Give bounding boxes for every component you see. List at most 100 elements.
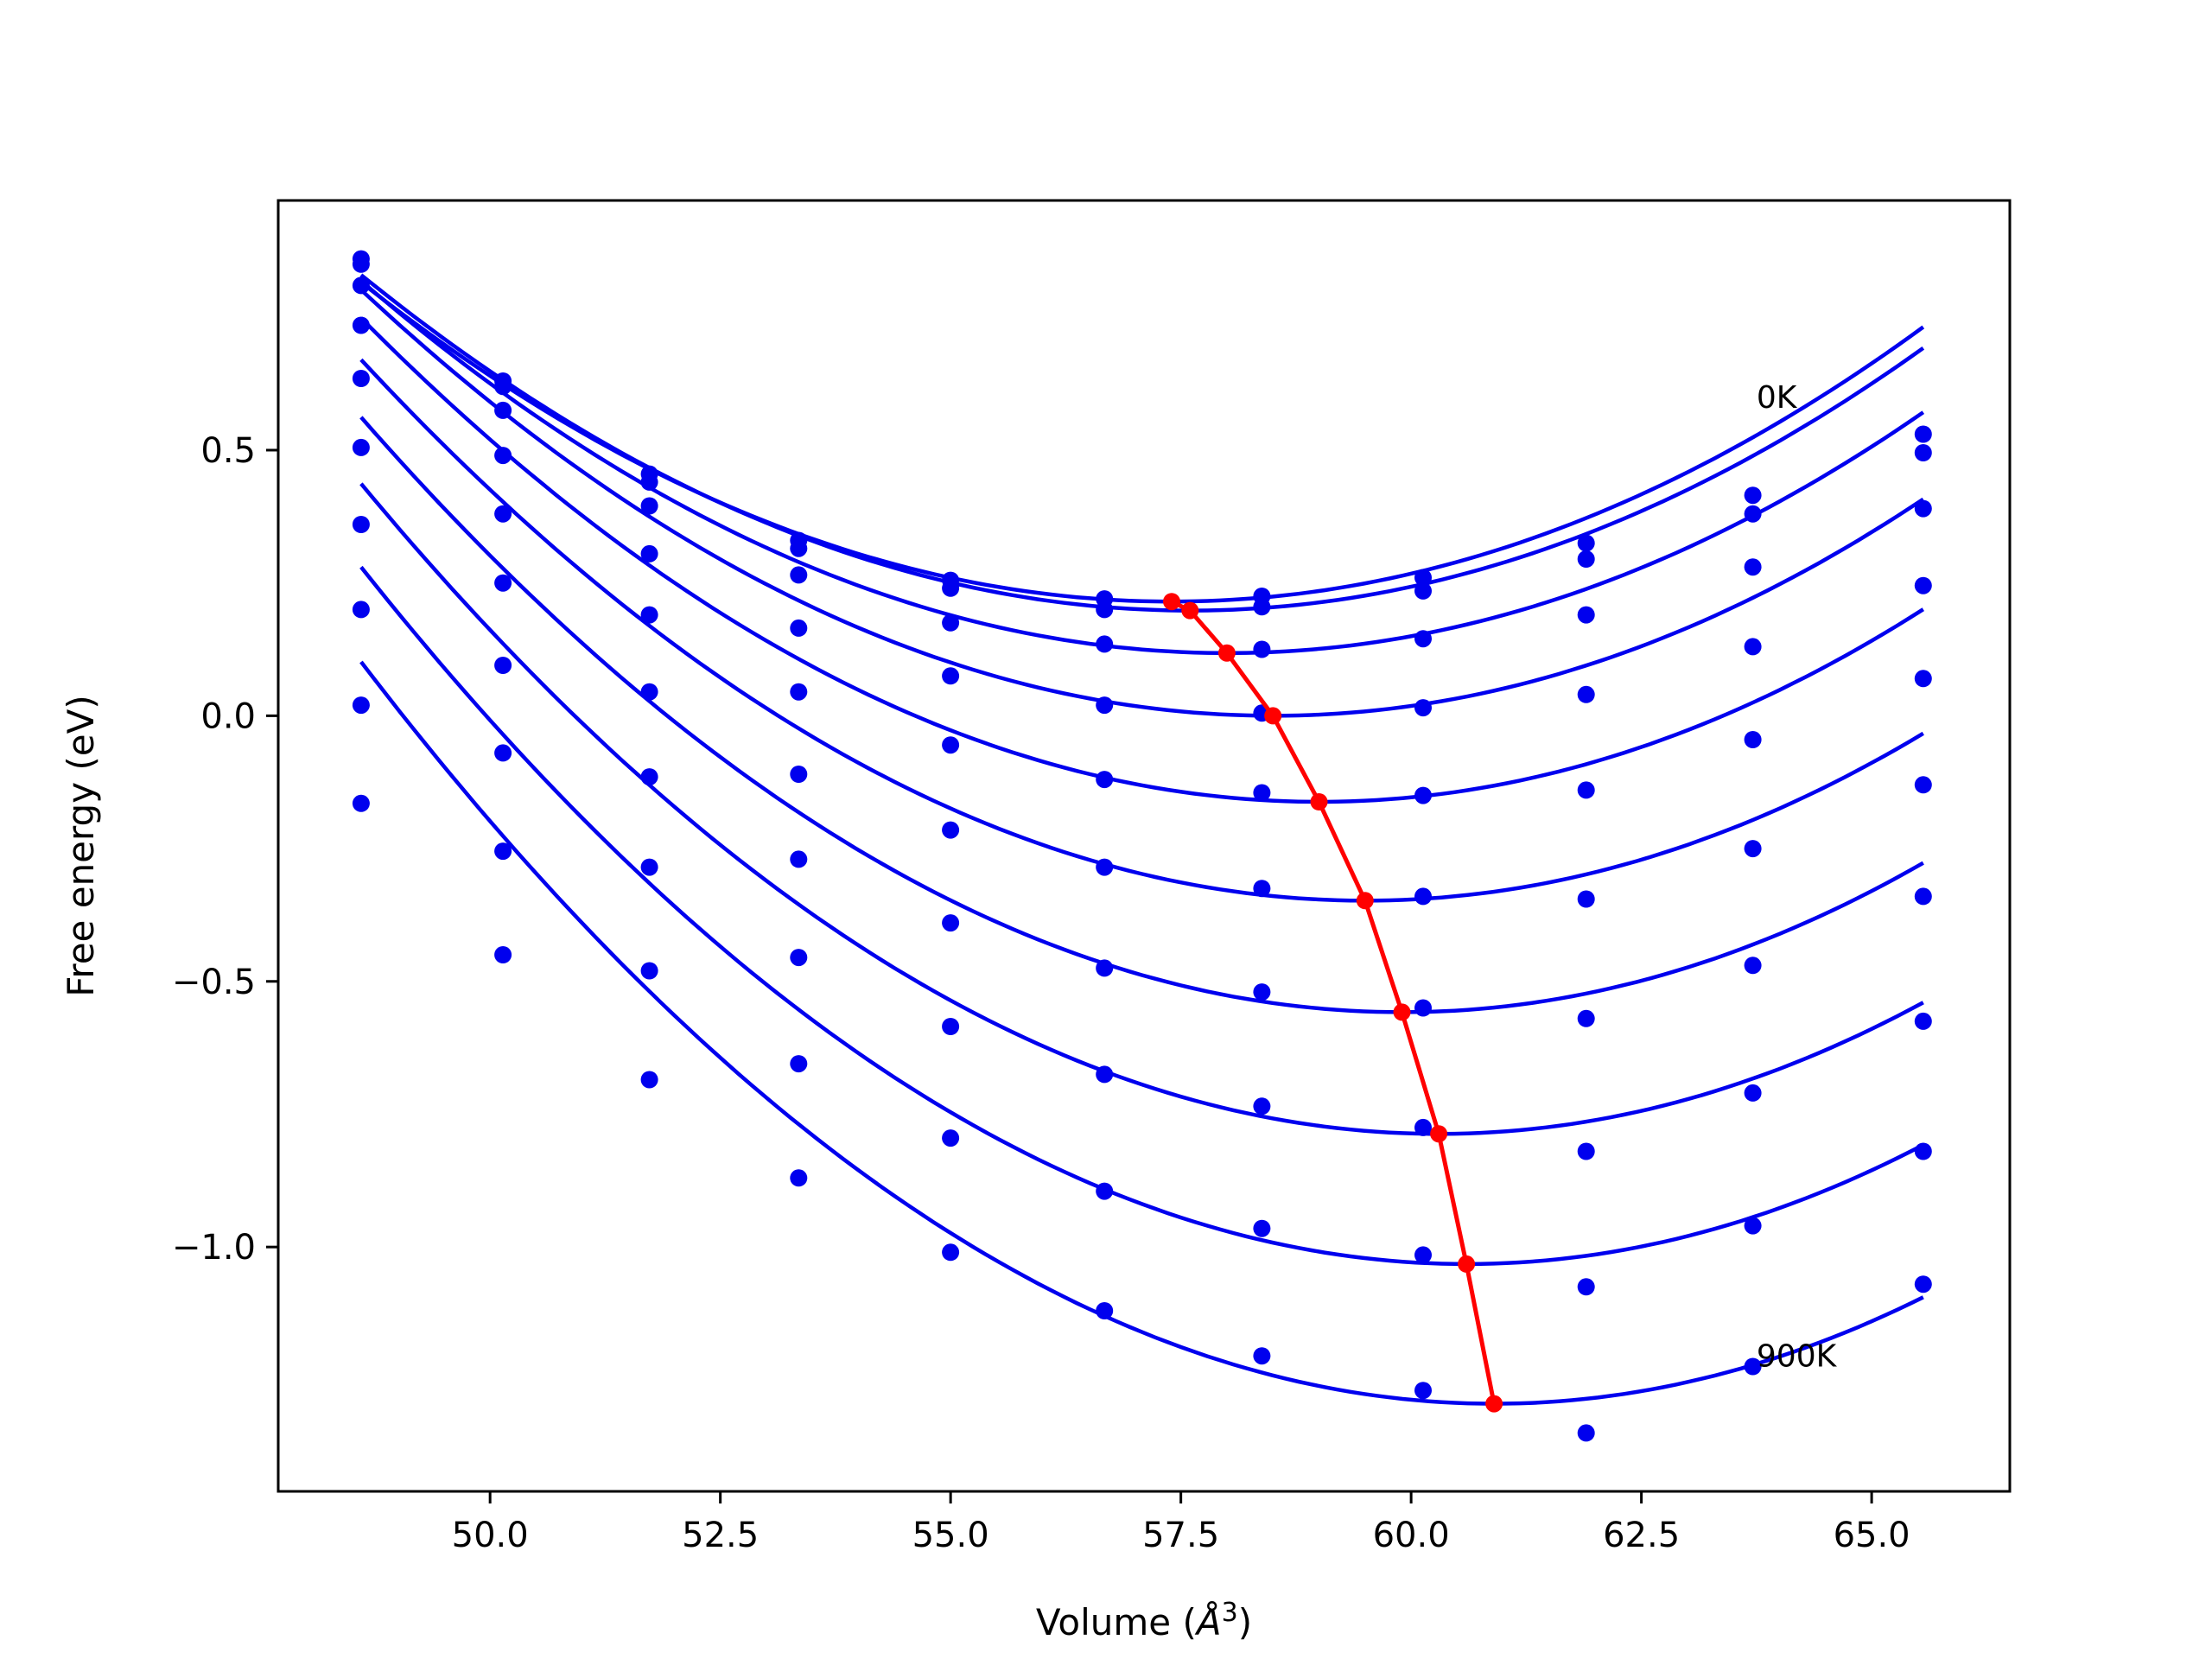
data-point-2-7: [1414, 630, 1432, 648]
data-point-1-6: [1253, 598, 1271, 616]
data-point-6-3: [790, 850, 808, 868]
minima-point-9: [1485, 1395, 1503, 1413]
data-point-9-2: [640, 1071, 658, 1089]
data-point-6-10: [1914, 887, 1932, 906]
data-point-5-7: [1414, 887, 1432, 906]
x-tick-label-4: 60.0: [1373, 1516, 1450, 1555]
data-point-9-6: [1253, 1347, 1271, 1365]
data-point-4-2: [640, 606, 658, 624]
data-point-7-4: [942, 1018, 960, 1035]
data-point-9-1: [494, 946, 512, 963]
data-point-8-2: [640, 962, 658, 980]
data-point-7-1: [494, 744, 512, 762]
fit-curve-9: [359, 660, 1924, 1406]
x-tick-label-1: 52.5: [682, 1516, 759, 1555]
data-point-9-4: [942, 1243, 960, 1262]
data-point-7-0: [352, 601, 370, 619]
data-point-2-9: [1744, 558, 1762, 576]
fit-curves: [359, 273, 1925, 1406]
data-point-9-9: [1744, 1357, 1762, 1376]
data-point-2-0: [352, 276, 370, 295]
annotations: 0K 900K: [1757, 380, 1838, 1375]
data-point-8-4: [942, 1129, 960, 1147]
data-point-2-3: [790, 566, 808, 584]
data-point-1-0: [352, 255, 370, 273]
data-point-2-2: [640, 497, 658, 515]
data-point-8-1: [494, 842, 512, 861]
data-point-6-0: [352, 516, 370, 533]
data-point-4-1: [494, 505, 512, 523]
data-point-7-2: [640, 858, 658, 876]
data-point-4-0: [352, 370, 370, 387]
data-point-4-8: [1577, 781, 1595, 799]
data-point-4-3: [790, 683, 808, 701]
data-point-9-8: [1577, 1424, 1595, 1442]
data-point-6-8: [1577, 1009, 1595, 1027]
data-point-5-0: [352, 438, 370, 456]
data-point-1-8: [1577, 550, 1595, 568]
data-point-4-7: [1414, 786, 1432, 804]
data-point-7-6: [1253, 1097, 1271, 1116]
data-point-2-4: [942, 613, 960, 632]
x-tick-label-2: 55.0: [912, 1516, 989, 1555]
data-point-3-0: [352, 316, 370, 334]
minima-point-2: [1217, 644, 1236, 662]
data-point-5-3: [790, 766, 808, 783]
data-point-6-6: [1253, 983, 1271, 1001]
minima-point-7: [1430, 1125, 1448, 1143]
data-point-7-5: [1096, 1065, 1114, 1084]
data-point-2-8: [1577, 606, 1595, 624]
data-point-8-7: [1414, 1246, 1432, 1264]
data-point-5-10: [1914, 776, 1932, 794]
x-axis-label: Volume (Å3): [1036, 1598, 1252, 1643]
data-point-1-7: [1414, 582, 1432, 600]
minima-point-5: [1356, 892, 1374, 910]
minima-point-8: [1458, 1255, 1476, 1273]
data-point-5-5: [1096, 858, 1114, 876]
minima-line-group: [1163, 593, 1503, 1413]
fit-curve-5: [359, 358, 1924, 903]
data-point-4-4: [942, 736, 960, 754]
x-tick-label-5: 62.5: [1603, 1516, 1680, 1555]
y-tick-label-0: 0.5: [200, 431, 256, 471]
data-point-7-7: [1414, 1118, 1432, 1136]
data-point-2-6: [1253, 640, 1271, 658]
x-tick-label-6: 65.0: [1834, 1516, 1910, 1555]
data-point-8-3: [790, 1055, 808, 1073]
data-point-3-8: [1577, 685, 1595, 703]
data-point-7-3: [790, 949, 808, 967]
data-point-5-1: [494, 574, 512, 592]
data-point-5-8: [1577, 890, 1595, 908]
data-point-5-6: [1253, 880, 1271, 898]
data-point-9-10: [1914, 1275, 1932, 1294]
data-point-5-4: [942, 821, 960, 839]
fit-curve-7: [359, 482, 1924, 1136]
data-point-4-9: [1744, 731, 1762, 748]
data-point-7-8: [1577, 1142, 1595, 1160]
annotation-0: 0K: [1757, 380, 1798, 416]
fit-curve-3: [359, 288, 1925, 718]
annotation-1: 900K: [1757, 1339, 1838, 1375]
data-point-0-9: [1744, 486, 1762, 505]
data-point-6-4: [942, 914, 960, 932]
data-points: [352, 250, 1932, 1442]
data-point-0-7: [1414, 569, 1432, 587]
minima-point-6: [1393, 1003, 1411, 1021]
x-tick-label-0: 50.0: [452, 1516, 529, 1555]
data-point-0-10: [1914, 425, 1932, 443]
data-point-6-9: [1744, 957, 1762, 975]
data-point-9-7: [1414, 1382, 1432, 1400]
data-point-2-5: [1096, 635, 1114, 653]
data-point-2-10: [1914, 499, 1932, 518]
y-tick-label-3: −1.0: [172, 1228, 256, 1268]
data-point-2-1: [494, 401, 512, 419]
data-point-8-10: [1914, 1142, 1932, 1160]
minima-point-0: [1163, 593, 1180, 611]
data-point-3-10: [1914, 576, 1932, 594]
data-point-5-2: [640, 683, 658, 701]
data-point-6-7: [1414, 999, 1432, 1017]
data-point-8-8: [1577, 1278, 1595, 1296]
data-point-3-5: [1096, 696, 1114, 715]
